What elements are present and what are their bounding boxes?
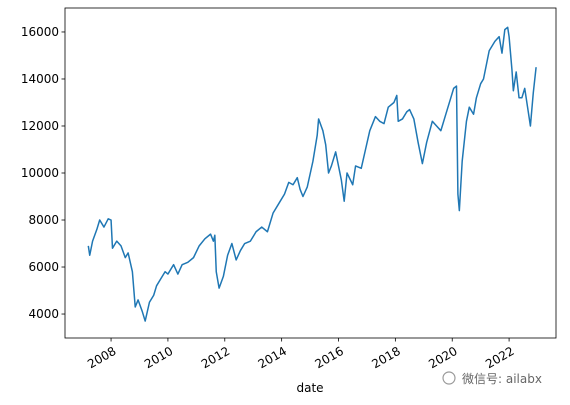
x-tick-label: 2022 (483, 344, 516, 371)
watermark-icon (442, 371, 456, 385)
x-tick-label: 2010 (142, 344, 175, 371)
x-tick-label: 2008 (85, 344, 118, 371)
plot-frame (64, 7, 557, 339)
x-tick-label: 2020 (426, 344, 459, 371)
x-tick-label: 2018 (369, 344, 402, 371)
y-tick-label: 12000 (21, 119, 59, 133)
y-tick-label: 14000 (21, 72, 59, 86)
watermark: 微信号: ailabx (442, 371, 542, 386)
x-tick-label: 2012 (199, 344, 232, 371)
x-axis-label: date (296, 381, 323, 395)
y-tick-label: 10000 (21, 166, 59, 180)
y-tick-label: 6000 (28, 260, 59, 274)
y-tick-label: 4000 (28, 307, 59, 321)
watermark-text: 微信号: ailabx (462, 372, 542, 386)
y-tick-label: 16000 (21, 25, 59, 39)
line (87, 26, 537, 322)
x-tick-label: 2016 (313, 344, 346, 371)
y-tick-label: 8000 (28, 213, 59, 227)
x-tick-label: 2014 (256, 344, 289, 371)
